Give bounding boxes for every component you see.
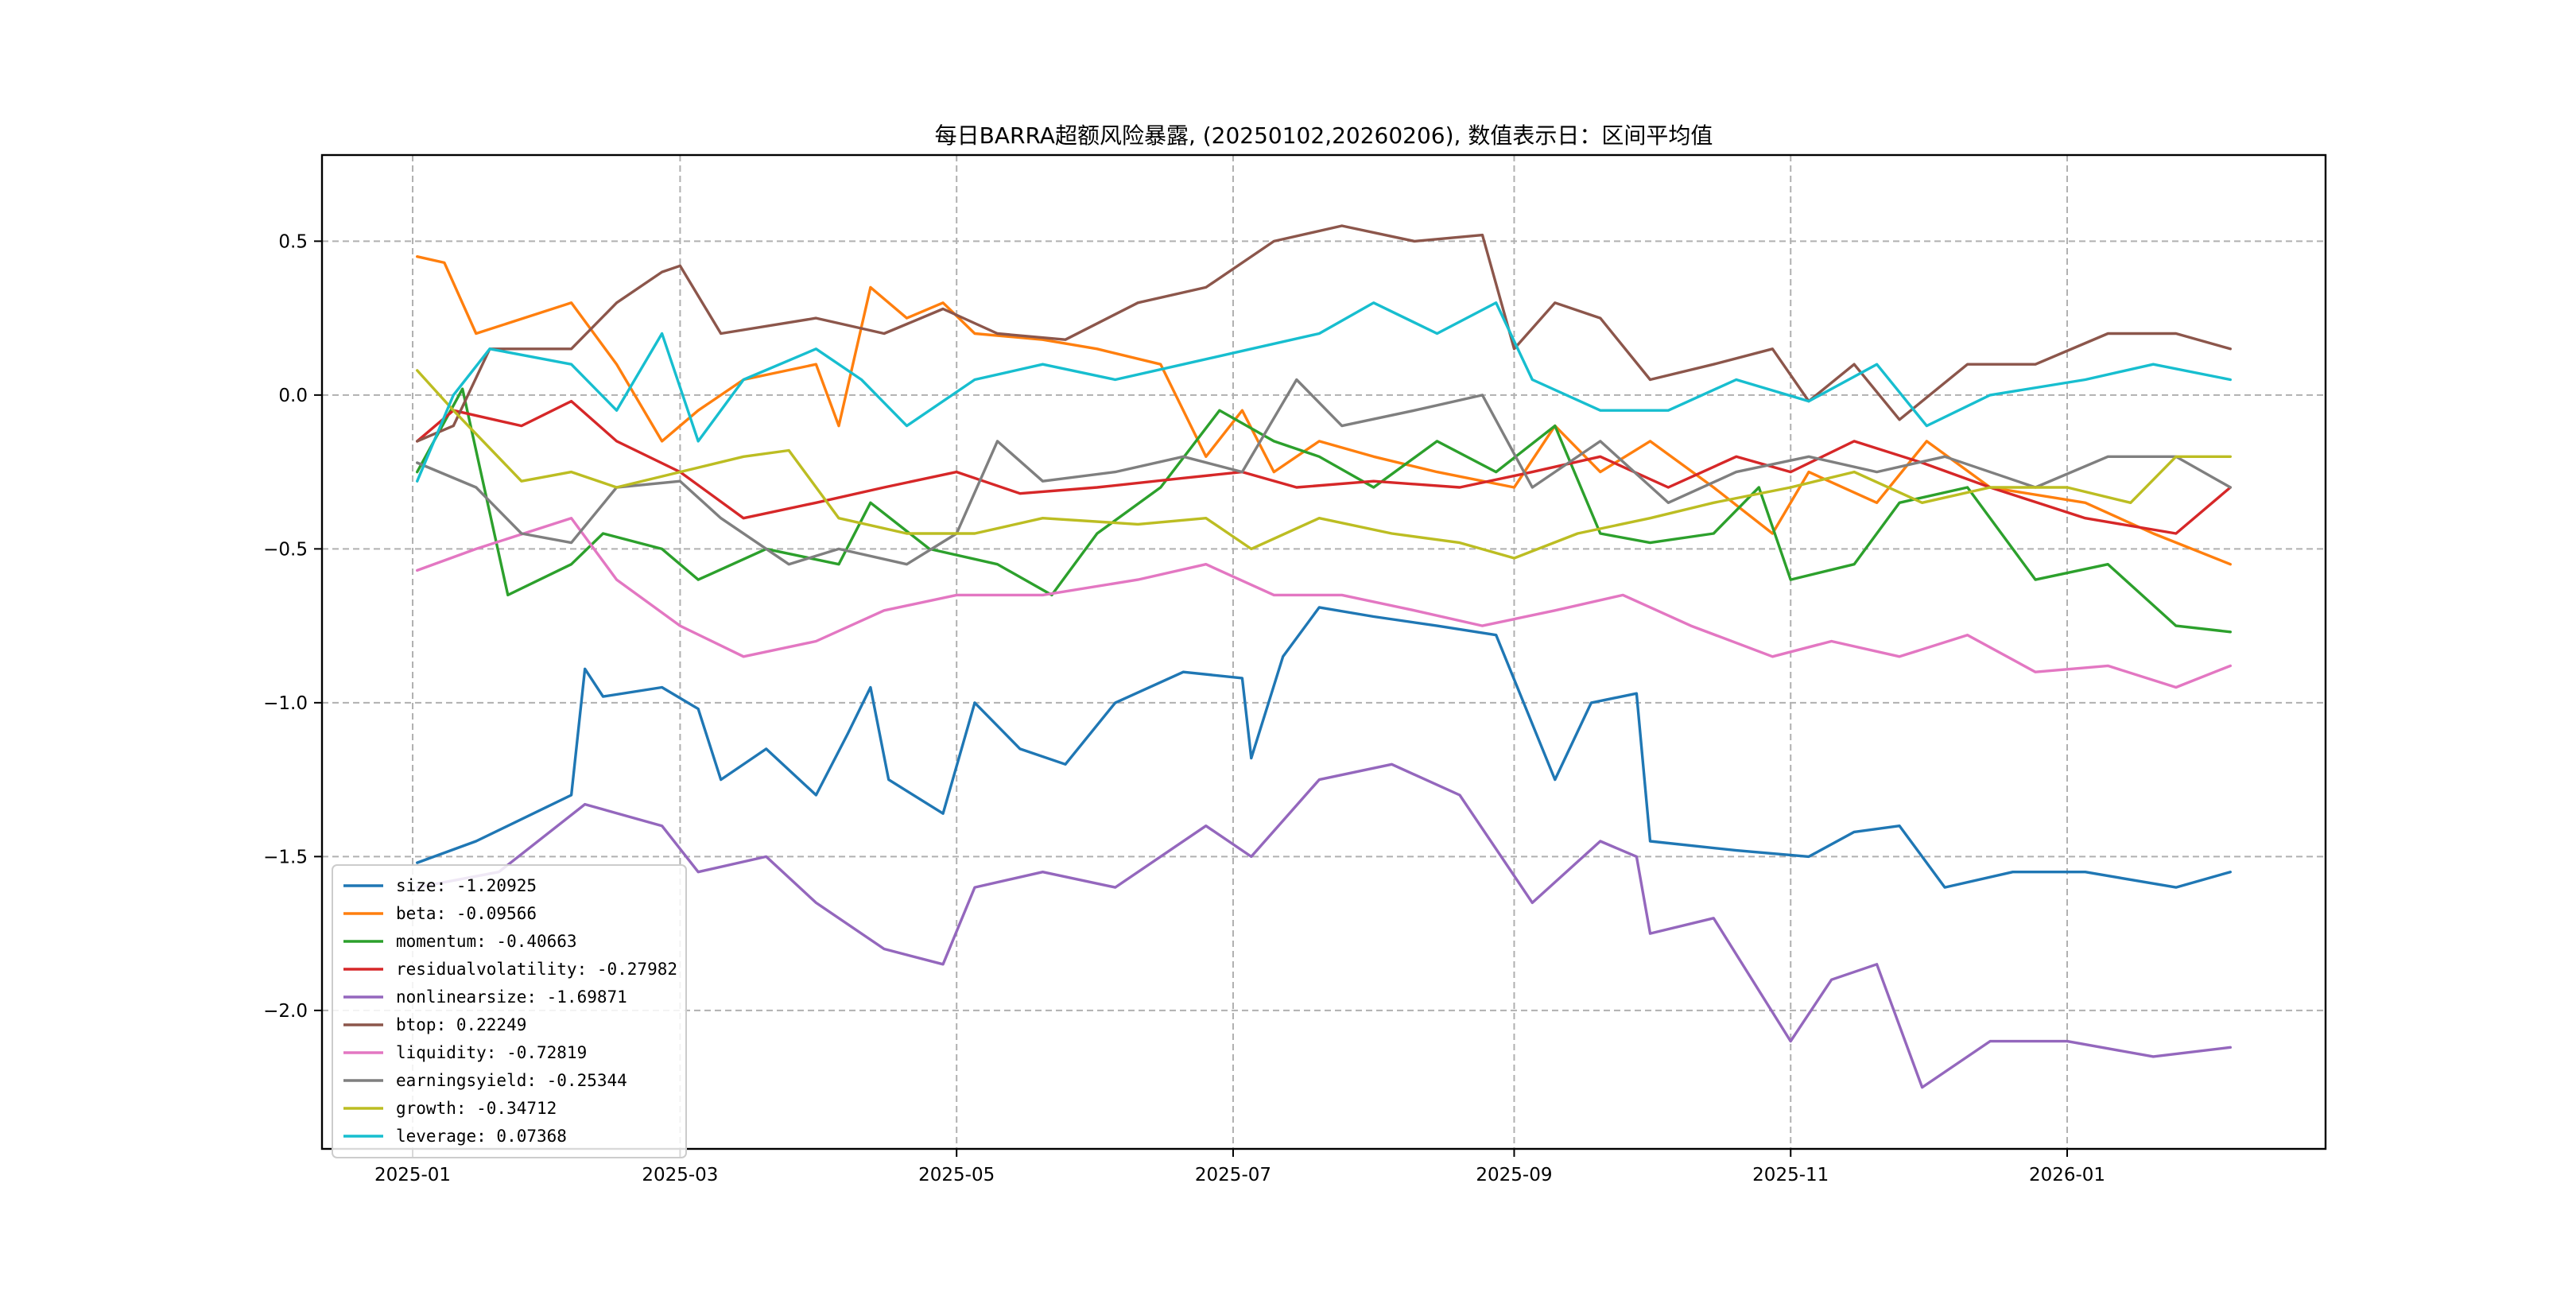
series-line-0: [416, 606, 2233, 889]
y-tick-label-2: −0.5: [263, 539, 308, 560]
series-line-2: [416, 387, 2233, 634]
y-tick-label-1: 0.0: [278, 386, 308, 406]
legend-label-6: liquidity: -0.72819: [396, 1043, 587, 1062]
series-line-4: [416, 762, 2233, 1089]
legend-label-4: nonlinearsize: -1.69871: [396, 987, 627, 1007]
legend-label-8: growth: -0.34712: [396, 1099, 557, 1118]
legend-label-5: btop: 0.22249: [396, 1015, 526, 1034]
legend-box: [332, 864, 687, 1158]
x-tick-label-1: 2025-03: [642, 1165, 718, 1185]
y-tick-label-3: −1.0: [263, 693, 308, 714]
legend-label-1: beta: -0.09566: [396, 904, 537, 923]
series-line-9: [416, 301, 2233, 483]
plot-frame: [320, 153, 2327, 1150]
x-tick-label-5: 2025-11: [1752, 1165, 1829, 1185]
tick-layer: 2025-01 2025-03 2025-05 2025-07 2025-09 2025-…: [263, 231, 2105, 1185]
series-line-5: [416, 224, 2233, 443]
y-tick-label-0: 0.5: [278, 231, 308, 252]
series-line-3: [416, 399, 2233, 535]
legend-label-3: residualvolatility: -0.27982: [396, 960, 677, 979]
x-tick-label-6: 2026-01: [2029, 1165, 2105, 1185]
x-tick-label-4: 2025-09: [1476, 1165, 1552, 1185]
legend: size: -1.20925 beta: -0.09566 momentum: -0…: [332, 864, 687, 1158]
series-layer: [416, 224, 2233, 1089]
chart-title: 每日BARRA超额风险暴露, (20250102,20260206), 数值表示…: [935, 122, 1713, 149]
y-tick-label-4: −1.5: [263, 847, 308, 867]
series-line-6: [416, 517, 2233, 689]
y-tick-label-5: −2.0: [263, 1001, 308, 1022]
legend-label-7: earningsyield: -0.25344: [396, 1071, 627, 1090]
x-tick-label-3: 2025-07: [1195, 1165, 1271, 1185]
series-line-7: [416, 378, 2233, 566]
legend-label-0: size: -1.20925: [396, 876, 537, 895]
x-tick-label-0: 2025-01: [374, 1165, 451, 1185]
series-line-1: [416, 255, 2233, 566]
series-line-8: [416, 369, 2233, 560]
legend-label-2: momentum: -0.40663: [396, 932, 577, 951]
legend-label-9: leverage: 0.07368: [396, 1127, 567, 1146]
x-tick-label-2: 2025-05: [918, 1165, 995, 1185]
